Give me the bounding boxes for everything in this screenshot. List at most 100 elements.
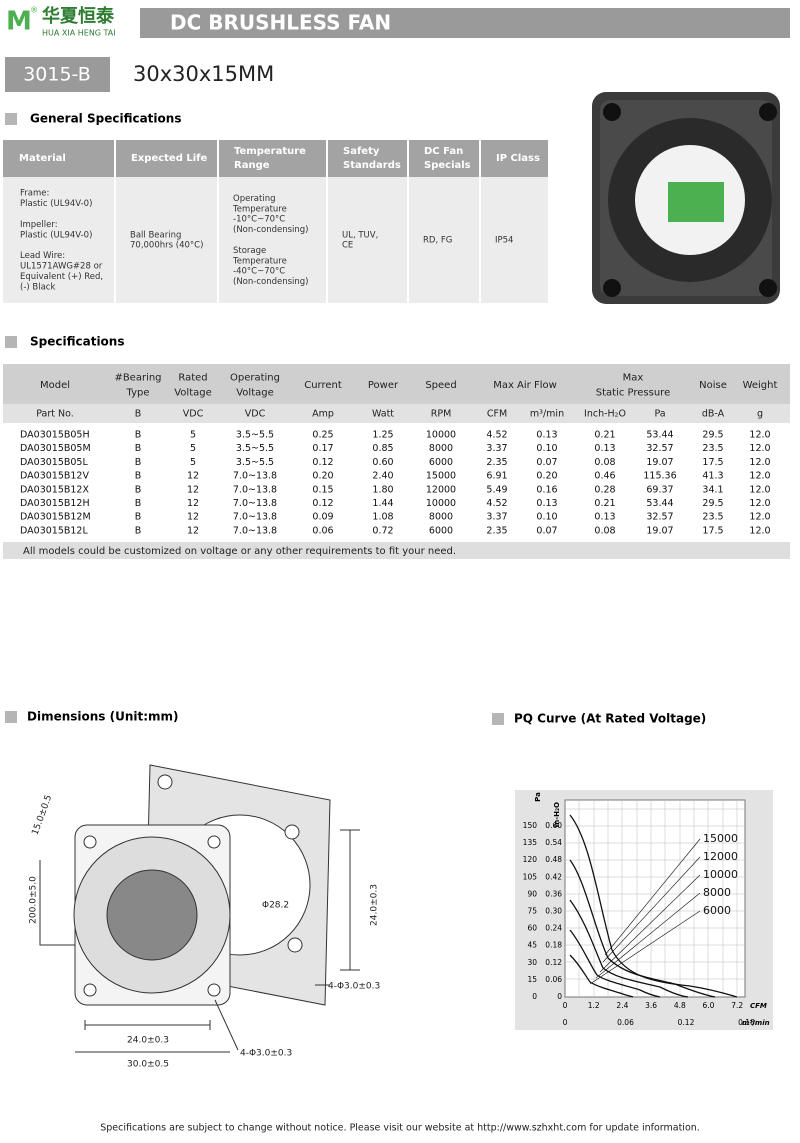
tick-label: 60 bbox=[527, 924, 537, 933]
tick-label: 0.60 bbox=[545, 821, 562, 830]
axis-label: In-H₂O bbox=[553, 802, 561, 827]
table-body bbox=[3, 177, 548, 303]
column-header: Static Pressure bbox=[596, 388, 670, 399]
title-bar bbox=[140, 8, 790, 38]
cell-text: 0.85 bbox=[372, 443, 393, 454]
tick-label: 30 bbox=[527, 958, 537, 967]
cell-text: 4.52 bbox=[486, 498, 507, 509]
cell-text: 69.37 bbox=[646, 484, 673, 495]
cell-text: Equivalent (+) Red, bbox=[20, 272, 103, 282]
cell-text: 7.0~13.8 bbox=[233, 525, 277, 536]
footer-note: Specifications are subject to change wit… bbox=[100, 1123, 700, 1134]
tick-label: 135 bbox=[523, 838, 538, 847]
table-header bbox=[3, 364, 790, 404]
cell-text: 12.0 bbox=[749, 512, 770, 523]
tick-label: 0.36 bbox=[545, 889, 562, 898]
cell-text: Frame: bbox=[20, 189, 49, 199]
cell-text: 12.0 bbox=[749, 443, 770, 454]
cell-text: 53.44 bbox=[646, 498, 673, 509]
cell-text: 8000 bbox=[429, 443, 453, 454]
cell-text: DA03015B12V bbox=[20, 471, 89, 482]
column-header: IP Class bbox=[496, 153, 540, 164]
table-header bbox=[3, 140, 548, 177]
tick-label: 15 bbox=[527, 975, 537, 984]
curve-label: 15000 bbox=[703, 832, 738, 845]
tick-label: 0.12 bbox=[678, 1018, 695, 1027]
section-title: General Specifications bbox=[30, 112, 181, 126]
column-header: Safety bbox=[343, 146, 380, 157]
cell-text: 0.21 bbox=[594, 498, 615, 509]
cell-text: Temperature bbox=[232, 204, 287, 214]
column-header: Model bbox=[40, 380, 70, 391]
tick-label: 0 bbox=[563, 1001, 568, 1010]
brand-cn: 华夏恒泰 bbox=[42, 5, 115, 27]
cell-text: B bbox=[135, 443, 142, 454]
cell-text: B bbox=[135, 525, 142, 536]
column-header: Max Air Flow bbox=[493, 380, 557, 391]
cell-text: 1.08 bbox=[372, 512, 393, 523]
tick-label: 3.6 bbox=[645, 1001, 657, 1010]
column-header: Weight bbox=[743, 380, 778, 391]
cell-text: Plastic (UL94V-0) bbox=[20, 230, 92, 240]
dimension-label: 4-Φ3.0±0.3 bbox=[328, 982, 380, 992]
tick-label: 7.2 bbox=[731, 1001, 743, 1010]
cell-text: 0.08 bbox=[594, 457, 615, 468]
column-header: Type bbox=[126, 388, 150, 399]
fan-photo bbox=[592, 92, 780, 304]
cell-text: UL, TUV, bbox=[342, 230, 378, 240]
cell-text: UL1571AWG#28 or bbox=[20, 262, 103, 272]
dimension-label: 24.0±0.3 bbox=[370, 884, 380, 926]
cell-text: 0.21 bbox=[594, 430, 615, 441]
dimension-label: 24.0±0.3 bbox=[127, 1036, 169, 1046]
cell-text: 12000 bbox=[426, 484, 456, 495]
cell-text: 0.60 bbox=[372, 457, 393, 468]
cell-text: 0.46 bbox=[594, 471, 615, 482]
cell-text: 12.0 bbox=[749, 498, 770, 509]
column-header: Material bbox=[19, 153, 66, 164]
cell-text: 0.10 bbox=[536, 512, 557, 523]
cell-text: 17.5 bbox=[702, 457, 723, 468]
brand-en: HUA XIA HENG TAI bbox=[42, 29, 116, 38]
cell-text: 5 bbox=[190, 457, 196, 468]
column-header: Current bbox=[304, 380, 342, 391]
cell-text: 5 bbox=[190, 443, 196, 454]
tick-label: 0.42 bbox=[545, 872, 562, 881]
cell-text: -40°C~70°C bbox=[233, 267, 285, 277]
cell-text: 2.35 bbox=[486, 525, 507, 536]
cell-text: 0.13 bbox=[594, 443, 615, 454]
tick-label: 150 bbox=[523, 821, 538, 830]
table-note: All models could be customized on voltag… bbox=[23, 546, 456, 557]
cell-text: 7.0~13.8 bbox=[233, 471, 277, 482]
cell-text: 29.5 bbox=[702, 430, 723, 441]
cell-text: Lead Wire: bbox=[20, 251, 65, 261]
registered-mark: ® bbox=[30, 6, 38, 15]
cell-text: 10000 bbox=[426, 498, 456, 509]
cell-text: IP54 bbox=[495, 236, 513, 246]
tick-label: 4.8 bbox=[674, 1001, 686, 1010]
unit-label: Amp bbox=[312, 409, 334, 420]
column-header: DC Fan bbox=[424, 146, 463, 157]
column-header: Specials bbox=[424, 160, 471, 171]
tick-label: 120 bbox=[523, 855, 538, 864]
tick-label: 75 bbox=[527, 907, 537, 916]
cell-text: 41.3 bbox=[702, 471, 723, 482]
axis-label: CFM bbox=[750, 1002, 767, 1010]
cell-text: B bbox=[135, 512, 142, 523]
cell-text: 1.44 bbox=[372, 498, 393, 509]
dimension-label: 4-Φ3.0±0.3 bbox=[240, 1049, 292, 1059]
tick-label: 0.30 bbox=[545, 907, 562, 916]
cell-text: 12 bbox=[187, 484, 199, 495]
cell-text: 15000 bbox=[426, 471, 456, 482]
cell-text: 0.13 bbox=[536, 430, 557, 441]
cell-text: 12.0 bbox=[749, 484, 770, 495]
cell-text: DA03015B05L bbox=[20, 457, 88, 468]
curve-label: 12000 bbox=[703, 850, 738, 863]
tick-label: 6.0 bbox=[703, 1001, 715, 1010]
section-title: Specifications bbox=[30, 335, 124, 349]
unit-label: g bbox=[757, 409, 763, 420]
model-code: 3015-B bbox=[23, 64, 91, 86]
dimension-label: 15.0±0.5 bbox=[31, 794, 55, 837]
cell-text: 70,000hrs (40°C) bbox=[130, 241, 203, 251]
cell-text: 2.35 bbox=[486, 457, 507, 468]
tick-label: 0.48 bbox=[545, 855, 562, 864]
